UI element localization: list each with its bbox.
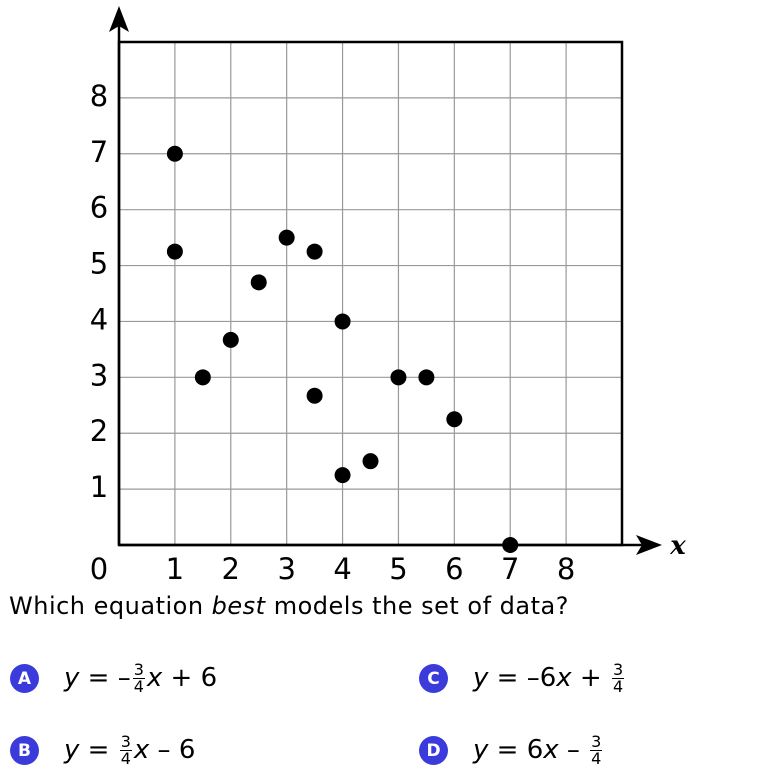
data-point (222, 331, 239, 348)
y-tick-label: 2 (90, 414, 108, 448)
data-point (390, 369, 407, 386)
numerator: 3 (132, 660, 145, 679)
x-tick-label: 0 (90, 552, 108, 586)
denominator: 4 (133, 677, 144, 696)
data-point (306, 387, 323, 404)
expression-text: y (473, 735, 489, 765)
data-point (166, 145, 183, 162)
data-point (334, 467, 351, 484)
data-point (418, 369, 435, 386)
option-badge: D (419, 736, 448, 765)
denominator: 4 (120, 749, 131, 768)
data-point (306, 243, 323, 260)
y-tick-label: 6 (90, 191, 108, 225)
y-tick-label: 1 (90, 470, 108, 504)
question-text: models the set of data? (265, 592, 569, 620)
x-axis-arrow (636, 535, 662, 555)
x-tick-label: 3 (277, 552, 295, 586)
x-tick-label: 5 (389, 552, 407, 586)
option-badge: B (10, 736, 39, 765)
expression-text: = –6 (488, 663, 557, 693)
expression-text: x (556, 663, 572, 693)
y-tick-label: 7 (90, 135, 108, 169)
expression-text: x (133, 735, 150, 765)
chart: x 0 1 2 3 4 5 6 7 8 1 2 3 4 5 6 7 8 (90, 6, 686, 586)
expression-text: = – (79, 663, 131, 693)
x-axis-label: x (669, 531, 686, 561)
data-point (278, 229, 295, 246)
denominator: 4 (591, 749, 602, 768)
expression-text: x (543, 735, 559, 765)
data-point (334, 313, 351, 330)
x-tick-label: 2 (222, 552, 240, 586)
data-point (194, 369, 211, 386)
expression-text: = (79, 735, 118, 765)
expression-text: – 6 (149, 735, 196, 765)
y-axis-arrow (109, 6, 129, 32)
option-expression: y = –3 4 x + 6 (64, 662, 217, 695)
data-point (362, 453, 379, 470)
x-tick-label: 8 (557, 552, 575, 586)
x-tick-label: 7 (501, 552, 519, 586)
expression-text: + (571, 663, 610, 693)
expression-text: y (64, 735, 80, 765)
plot-frame (117, 40, 624, 547)
denominator: 4 (612, 677, 624, 696)
question-text: Which equation (9, 592, 212, 620)
expression-text: x (146, 663, 163, 693)
x-tick-label: 1 (166, 552, 184, 586)
data-point (166, 243, 183, 260)
question: Which equation best models the set of da… (9, 592, 569, 620)
numerator: 3 (119, 732, 132, 751)
expression-text: y (473, 663, 489, 693)
expression-text: y (64, 663, 80, 693)
data-point (502, 537, 519, 553)
data-point (250, 274, 267, 291)
numerator: 3 (590, 732, 603, 751)
y-tick-label: 4 (90, 302, 108, 336)
question-emphasis: best (211, 592, 266, 620)
option-badge: A (10, 664, 39, 693)
expression-text: – (558, 735, 589, 765)
x-tick-label: 6 (445, 552, 463, 586)
y-tick-label: 3 (90, 358, 108, 392)
expression-text: = 6 (488, 735, 544, 765)
option-badge: C (419, 664, 448, 693)
y-tick-label: 5 (90, 247, 108, 281)
x-tick-label: 4 (333, 552, 351, 586)
y-tick-label: 8 (90, 79, 108, 113)
numerator: 3 (611, 660, 625, 679)
expression-text: + 6 (162, 663, 218, 693)
data-point (446, 411, 463, 428)
